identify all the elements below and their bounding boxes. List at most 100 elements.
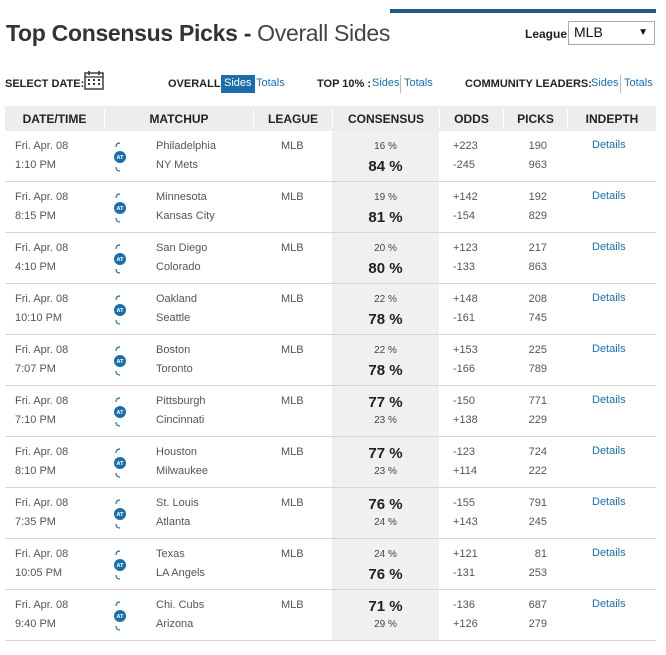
team-home[interactable]: Colorado [156, 261, 201, 273]
consensus-cell-bg [332, 335, 439, 385]
details-link[interactable]: Details [592, 598, 626, 610]
consensus-away: 22 % [374, 294, 397, 305]
svg-text:AT: AT [117, 155, 125, 161]
team-home[interactable]: Toronto [156, 363, 193, 375]
game-date: Fri. Apr. 08 [15, 446, 69, 458]
consensus-cell-bg [332, 539, 439, 589]
game-time: 8:10 PM [15, 465, 56, 477]
chevron-down-icon: ▼ [638, 27, 648, 38]
team-home[interactable]: Milwaukee [156, 465, 208, 477]
team-away[interactable]: Texas [156, 548, 185, 560]
svg-text:AT: AT [117, 308, 125, 314]
details-link[interactable]: Details [592, 241, 626, 253]
team-home[interactable]: LA Angels [156, 567, 205, 579]
league-value: MLB [281, 548, 304, 560]
odds-home: -161 [453, 312, 476, 324]
consensus-table: DATE/TIME MATCHUP LEAGUE CONSENSUS ODDS … [5, 106, 656, 641]
game-time: 1:10 PM [15, 159, 56, 171]
team-away[interactable]: Philadelphia [156, 140, 216, 152]
team-away[interactable]: Houston [156, 446, 197, 458]
picks-away: 81 [534, 548, 547, 560]
team-home[interactable]: Seattle [156, 312, 191, 324]
team-away[interactable]: Pittsburgh [156, 395, 206, 407]
consensus-cell-bg [332, 590, 439, 640]
team-away[interactable]: Oakland [156, 293, 197, 305]
top10-sides-button[interactable]: Sides [372, 77, 400, 89]
consensus-home: 80 % [368, 260, 403, 277]
top10-totals-button[interactable]: Totals [400, 75, 436, 93]
consensus-away: 77 % [368, 394, 403, 411]
league-value: MLB [281, 446, 304, 458]
svg-text:AT: AT [117, 461, 125, 467]
consensus-away: 76 % [368, 496, 403, 513]
team-home[interactable]: Arizona [156, 618, 194, 630]
picks-home: 863 [528, 261, 547, 273]
details-link[interactable]: Details [592, 190, 626, 202]
team-home[interactable]: NY Mets [156, 159, 198, 171]
table-row: Fri. Apr. 08 9:40 PM AT Chi. Cubs Arizona MLB… [5, 590, 656, 641]
odds-away: -136 [453, 599, 476, 611]
game-time: 8:15 PM [15, 210, 56, 222]
overall-totals-button[interactable]: Totals [256, 77, 285, 89]
team-away[interactable]: St. Louis [156, 497, 199, 509]
league-value: MLB [281, 599, 304, 611]
odds-away: +121 [453, 548, 478, 560]
team-home[interactable]: Kansas City [156, 210, 215, 222]
picks-home: 253 [528, 567, 547, 579]
odds-away: -150 [453, 395, 476, 407]
game-date: Fri. Apr. 08 [15, 548, 69, 560]
league-label: League: [525, 27, 572, 41]
team-away[interactable]: Chi. Cubs [156, 599, 205, 611]
league-value: MLB [281, 191, 304, 203]
details-link[interactable]: Details [592, 547, 626, 559]
team-home[interactable]: Cincinnati [156, 414, 205, 426]
overall-sides-button[interactable]: Sides [221, 75, 255, 93]
details-link[interactable]: Details [592, 139, 626, 151]
calendar-icon[interactable] [84, 71, 104, 90]
select-date-label: SELECT DATE: [5, 78, 85, 90]
picks-home: 963 [528, 159, 547, 171]
team-away[interactable]: Minnesota [156, 191, 207, 203]
table-row: Fri. Apr. 08 7:35 PM AT St. Louis Atlanta MLB… [5, 488, 656, 539]
details-link[interactable]: Details [592, 292, 626, 304]
odds-away: +142 [453, 191, 478, 203]
column-header-consensus: CONSENSUS [347, 112, 424, 126]
consensus-away: 22 % [374, 345, 397, 356]
community-leaders-label: COMMUNITY LEADERS: [465, 78, 592, 90]
odds-home: +126 [453, 618, 478, 630]
table-header: DATE/TIME MATCHUP LEAGUE CONSENSUS ODDS … [5, 106, 656, 131]
at-matchup-icon: AT [114, 295, 126, 325]
team-away[interactable]: Boston [156, 344, 191, 356]
picks-away: 190 [528, 140, 547, 152]
details-link[interactable]: Details [592, 496, 626, 508]
league-value: MLB [281, 395, 304, 407]
at-matchup-icon: AT [114, 193, 126, 223]
at-matchup-icon: AT [114, 499, 126, 529]
table-row: Fri. Apr. 08 7:07 PM AT Boston Toronto MLB 22 … [5, 335, 656, 386]
picks-away: 225 [528, 344, 547, 356]
game-date: Fri. Apr. 08 [15, 242, 69, 254]
community-sides-button[interactable]: Sides [591, 77, 619, 89]
odds-away: -123 [453, 446, 476, 458]
svg-text:AT: AT [117, 614, 125, 620]
at-matchup-icon: AT [114, 448, 126, 478]
details-link[interactable]: Details [592, 394, 626, 406]
details-link[interactable]: Details [592, 445, 626, 457]
game-time: 7:35 PM [15, 516, 56, 528]
consensus-home: 23 % [374, 415, 397, 426]
community-totals-button[interactable]: Totals [620, 75, 656, 93]
picks-home: 279 [528, 618, 547, 630]
picks-home: 222 [528, 465, 547, 477]
team-away[interactable]: San Diego [156, 242, 208, 254]
picks-home: 829 [528, 210, 547, 222]
game-date: Fri. Apr. 08 [15, 599, 69, 611]
league-select-value: MLB [574, 24, 603, 40]
team-home[interactable]: Atlanta [156, 516, 191, 528]
picks-away: 771 [528, 395, 547, 407]
picks-away: 217 [528, 242, 547, 254]
picks-home: 745 [528, 312, 547, 324]
league-select[interactable]: MLB ▼ [568, 21, 655, 45]
odds-home: -245 [453, 159, 476, 171]
details-link[interactable]: Details [592, 343, 626, 355]
consensus-cell-bg [332, 284, 439, 334]
